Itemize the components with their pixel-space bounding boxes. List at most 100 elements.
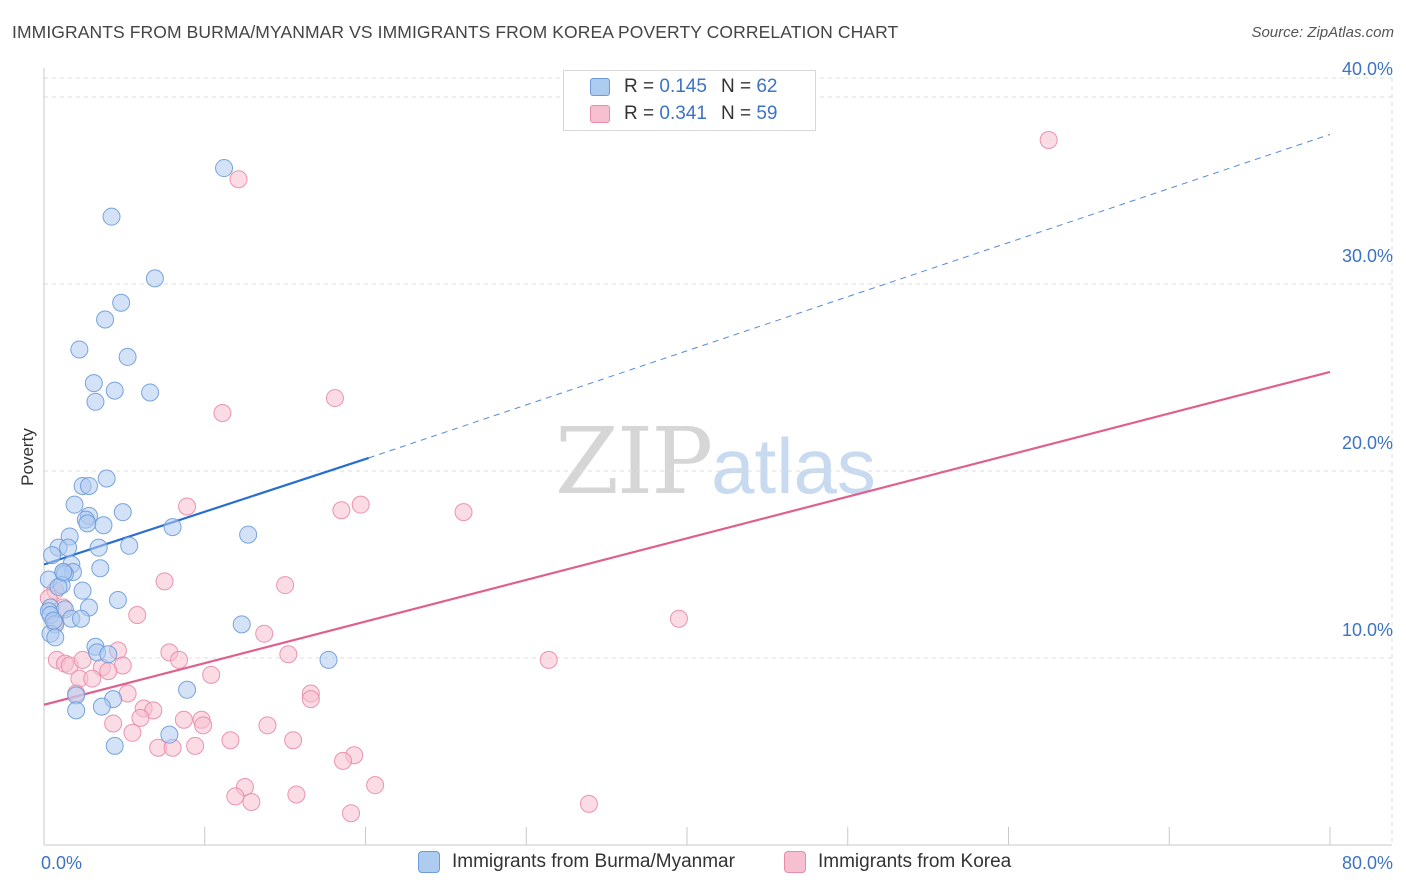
burma-point (141, 383, 160, 402)
burma-point (80, 476, 99, 495)
korea-point (202, 665, 221, 684)
korea-point (255, 624, 274, 643)
korea-point (669, 609, 688, 628)
korea-point (83, 669, 102, 688)
burma-point (105, 381, 124, 400)
korea-point (351, 495, 370, 514)
burma-point (43, 546, 62, 565)
burma-point (99, 645, 118, 664)
korea-point (287, 785, 306, 804)
korea-point (131, 708, 150, 727)
burma-point (91, 559, 110, 578)
korea-point (128, 605, 147, 624)
korea-point (174, 710, 193, 729)
burma-point (70, 340, 89, 359)
burma-point (319, 650, 338, 669)
burma-point (46, 628, 65, 647)
korea-point (99, 662, 118, 681)
korea-point (194, 716, 213, 735)
legend-r-value: 0.341 (659, 103, 707, 124)
legend-swatch-burma (590, 78, 610, 96)
korea-point (454, 503, 473, 522)
y-tick-label: 10.0% (1342, 620, 1393, 640)
bottom-legend-korea: Immigrants from Korea (784, 851, 1011, 873)
burma-point (215, 159, 234, 178)
x-tick-label: 0.0% (41, 853, 82, 873)
bottom-legend-label-korea: Immigrants from Korea (818, 851, 1012, 872)
chart-title: IMMIGRANTS FROM BURMA/MYANMAR VS IMMIGRA… (12, 22, 899, 42)
korea-point (333, 751, 352, 770)
burma-point (84, 374, 103, 393)
korea-point (342, 804, 361, 823)
source-label: Source: ZipAtlas.com (1251, 24, 1394, 41)
burma-point (92, 697, 111, 716)
burma-point (97, 469, 116, 488)
burma-point (59, 538, 78, 557)
burma-point (94, 516, 113, 535)
burma-point (67, 701, 86, 720)
burma-point (102, 207, 121, 226)
axes (43, 68, 1392, 846)
legend-r-label: R = (624, 76, 655, 97)
korea-point (539, 650, 558, 669)
burma-point (112, 293, 131, 312)
burma-point (96, 310, 115, 329)
data-points (39, 131, 1058, 823)
korea-point (104, 714, 123, 733)
burma-point (105, 736, 124, 755)
x-tick-label: 80.0% (1342, 853, 1393, 873)
burma-point (145, 269, 164, 288)
korea-point (579, 794, 598, 813)
burma-point (239, 525, 258, 544)
korea-point (229, 170, 248, 189)
legend-n-value: 62 (756, 76, 778, 97)
burma-point (178, 680, 197, 699)
korea-point (279, 645, 298, 664)
y-tick-label: 40.0% (1342, 59, 1393, 79)
watermark: ZIPatlas (555, 408, 876, 515)
y-tick-label: 20.0% (1342, 433, 1393, 453)
axis-ticks: 10.0% 20.0% 30.0% 40.0% 0.0% 80.0% (41, 59, 1393, 873)
legend-r-value: 0.145 (659, 76, 707, 97)
stats-legend: R = 0.145 N = 62 R = 0.341 N = 59 (563, 70, 816, 131)
legend-n-value: 59 (756, 103, 778, 124)
y-axis-label: Poverty (18, 428, 37, 486)
burma-point (120, 536, 139, 555)
korea-point (1039, 131, 1058, 150)
legend-n-label: N = (720, 76, 752, 97)
watermark-atlas: atlas (711, 422, 876, 510)
korea-point (301, 690, 320, 709)
legend-row-korea: R = 0.341 N = 59 (590, 102, 777, 126)
bottom-legend-swatch-korea (784, 851, 806, 873)
legend-row-burma: R = 0.145 N = 62 (590, 75, 777, 99)
korea-point (178, 497, 197, 516)
bottom-legend-swatch-burma (418, 851, 440, 873)
legend-swatch-korea (590, 105, 610, 123)
burma-point (232, 615, 251, 634)
korea-point (73, 650, 92, 669)
korea-point (155, 572, 174, 591)
burma-point (65, 495, 84, 514)
bottom-legend-label-burma: Immigrants from Burma/Myanmar (452, 851, 735, 872)
korea-point (226, 787, 245, 806)
korea-point (284, 731, 303, 750)
korea-point (123, 723, 142, 742)
korea-point (170, 650, 189, 669)
burma-point (71, 609, 90, 628)
burma-point (44, 611, 63, 630)
burma-trend-extension (368, 133, 1331, 459)
burma-point (118, 347, 137, 366)
watermark-zip: ZIP (555, 408, 713, 515)
korea-point (258, 716, 277, 735)
burma-point (73, 581, 92, 600)
burma-point (108, 591, 127, 610)
legend-r-label: R = (624, 103, 655, 124)
burma-point (78, 514, 97, 533)
y-tick-label: 30.0% (1342, 246, 1393, 266)
burma-point (49, 577, 68, 596)
korea-point (276, 576, 295, 595)
burma-point (160, 725, 179, 744)
burma-point (89, 538, 108, 557)
korea-point (242, 792, 261, 811)
